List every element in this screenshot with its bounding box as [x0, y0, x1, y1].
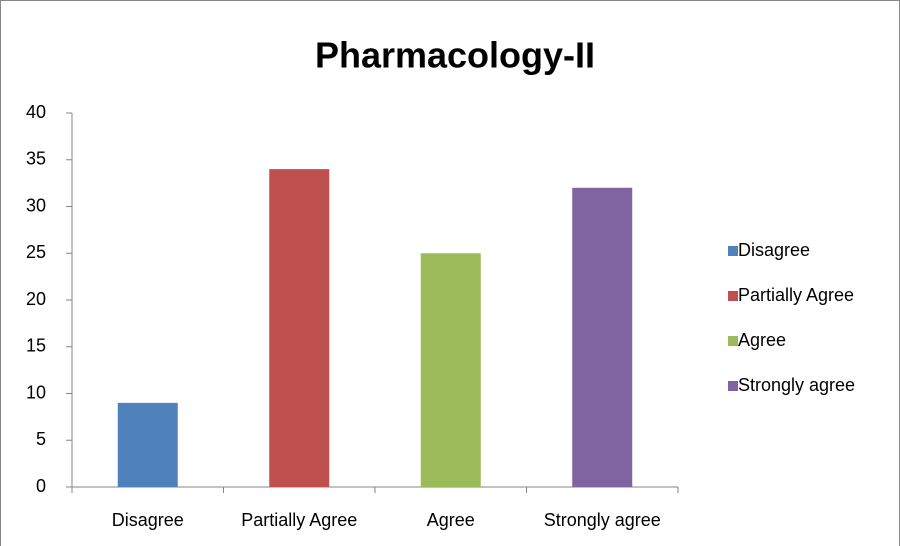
- legend-swatch: [728, 291, 738, 301]
- y-tick-label: 5: [36, 429, 46, 449]
- chart-title: Pharmacology-II: [315, 35, 595, 76]
- bar: [572, 187, 633, 488]
- y-tick-label: 25: [26, 242, 46, 262]
- legend-label: Agree: [738, 330, 786, 350]
- legend-swatch: [728, 381, 738, 391]
- x-tick-label: Strongly agree: [544, 510, 661, 530]
- legend-swatch: [728, 336, 738, 346]
- y-tick-label: 0: [36, 476, 46, 496]
- y-tick-label: 35: [26, 149, 46, 169]
- bar: [420, 253, 481, 487]
- y-tick-label: 20: [26, 289, 46, 309]
- legend-label: Disagree: [738, 240, 810, 260]
- x-tick-label: Partially Agree: [241, 510, 357, 530]
- bar: [117, 402, 178, 487]
- legend-label: Partially Agree: [738, 285, 854, 305]
- y-tick-label: 10: [26, 382, 46, 402]
- y-tick-label: 40: [26, 102, 46, 122]
- bar: [269, 169, 330, 487]
- x-tick-label: Disagree: [112, 510, 184, 530]
- y-tick-label: 15: [26, 336, 46, 356]
- legend-label: Strongly agree: [738, 375, 855, 395]
- x-tick-label: Agree: [427, 510, 475, 530]
- legend-swatch: [728, 246, 738, 256]
- y-tick-label: 30: [26, 195, 46, 215]
